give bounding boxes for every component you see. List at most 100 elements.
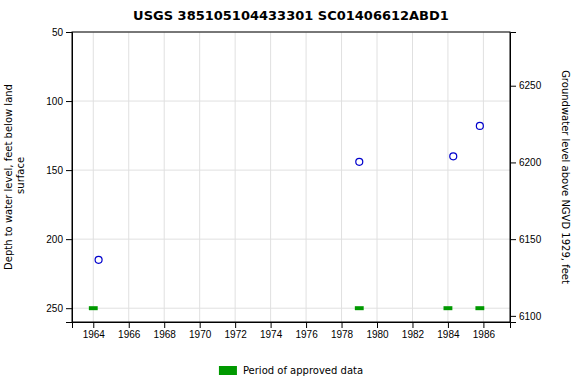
grid-line <box>72 239 510 240</box>
tick-mark <box>66 32 72 33</box>
tick-label: 1980 <box>366 329 389 340</box>
tick-mark <box>510 86 516 87</box>
tick: 50 <box>52 27 72 38</box>
grid-line <box>128 32 129 322</box>
tick: 1982 <box>402 322 425 340</box>
grid <box>72 32 510 322</box>
period-bar <box>89 306 98 310</box>
tick-mark <box>129 322 130 328</box>
tick-mark <box>164 322 165 328</box>
tick-label: 150 <box>46 165 63 176</box>
tick-mark <box>66 101 72 102</box>
tick: 1984 <box>437 322 460 340</box>
point <box>95 256 102 263</box>
y2-axis: 6100 6150 6200 6250 <box>510 33 542 323</box>
tick: 200 <box>46 234 72 245</box>
tick: 1972 <box>225 322 248 340</box>
tick-label: 200 <box>46 234 63 245</box>
tick-mark <box>66 308 72 309</box>
tick-mark <box>271 322 272 328</box>
tick-mark <box>235 322 236 328</box>
grid-line <box>199 32 200 322</box>
grid-line <box>72 101 510 102</box>
tick-label: 6200 <box>519 157 542 168</box>
tick-label: 1976 <box>295 329 318 340</box>
tick-mark <box>377 322 378 328</box>
tick: 6250 <box>510 80 542 91</box>
tick: 1978 <box>331 322 354 340</box>
grid-line <box>412 32 413 322</box>
tick-mark <box>412 322 413 328</box>
tick-label: 1978 <box>331 329 354 340</box>
tick-label: 1984 <box>437 329 460 340</box>
tick: 1970 <box>189 322 212 340</box>
tick-mark <box>483 322 484 328</box>
marks <box>89 122 484 308</box>
tick-label: 1986 <box>473 329 496 340</box>
y-axis-title-line: surface <box>15 157 26 197</box>
tick: 1966 <box>118 322 141 340</box>
period-bar <box>355 306 364 310</box>
tick: 1980 <box>366 322 389 340</box>
tick-label: 6150 <box>519 234 542 245</box>
tick: 6200 <box>510 157 542 168</box>
period-bar <box>475 306 484 310</box>
point <box>450 153 457 160</box>
tick-label: 1968 <box>154 329 177 340</box>
tick-mark <box>306 322 307 328</box>
legend-label: Period of approved data <box>243 365 363 376</box>
tick: 6100 <box>510 311 542 322</box>
legend-item: Period of approved data <box>219 365 363 376</box>
y2-axis-title: Groundwater level above NGVD 1929, feet <box>560 70 571 284</box>
tick-mark <box>342 322 343 328</box>
series <box>95 122 483 263</box>
tick-mark <box>510 316 516 317</box>
tick: 1986 <box>473 322 496 340</box>
tick-label: 1982 <box>402 329 425 340</box>
period-bar <box>444 306 453 310</box>
axis-line <box>511 33 517 323</box>
y-axis-title-line: Depth to water level, feet below land <box>3 84 14 270</box>
series <box>89 308 484 309</box>
tick-mark <box>66 239 72 240</box>
tick-mark <box>510 162 516 163</box>
grid-line <box>72 308 510 309</box>
tick-label: 250 <box>46 303 63 314</box>
grid-line <box>164 32 165 322</box>
tick: 1974 <box>260 322 283 340</box>
tick-label: 1964 <box>83 329 106 340</box>
tick-mark <box>448 322 449 328</box>
point <box>476 122 483 129</box>
tick-label: 1970 <box>189 329 212 340</box>
tick-label: 1972 <box>225 329 248 340</box>
chart: 1964 1966 1968 1970 1972 1974 1976 1978 1980 1982… <box>0 0 576 384</box>
grid-line <box>341 32 342 322</box>
tick: 100 <box>46 96 72 107</box>
legend: Period of approved data <box>219 365 363 376</box>
x-axis: 1964 1966 1968 1970 1972 1974 1976 1978 1980 1982… <box>73 322 511 340</box>
plot: 1964 1966 1968 1970 1972 1974 1976 1978 1980 1982… <box>3 27 571 340</box>
tick: 1976 <box>295 322 318 340</box>
tick-label: 6100 <box>519 311 542 322</box>
point <box>356 158 363 165</box>
title: USGS 385105104433301 SC01406612ABD1 <box>133 8 449 23</box>
tick: 150 <box>46 165 72 176</box>
tick-mark <box>200 322 201 328</box>
axis-line <box>66 33 73 323</box>
tick: 1964 <box>83 322 106 340</box>
grid-line <box>270 32 271 322</box>
grid-line <box>93 32 94 322</box>
tick-label: 1974 <box>260 329 283 340</box>
legend-swatch <box>219 366 237 375</box>
plot-frame <box>72 32 510 322</box>
y-axis-title: Depth to water level, feet below land su… <box>3 84 26 270</box>
grid-line <box>483 32 484 322</box>
grid-line <box>235 32 236 322</box>
tick: 1968 <box>154 322 177 340</box>
y-axis: 50 100 150 200 250 <box>46 27 72 323</box>
axis-line <box>73 323 511 329</box>
tick-label: 6250 <box>519 80 542 91</box>
grid-line <box>72 170 510 171</box>
grid-line <box>306 32 307 322</box>
grid-line <box>377 32 378 322</box>
